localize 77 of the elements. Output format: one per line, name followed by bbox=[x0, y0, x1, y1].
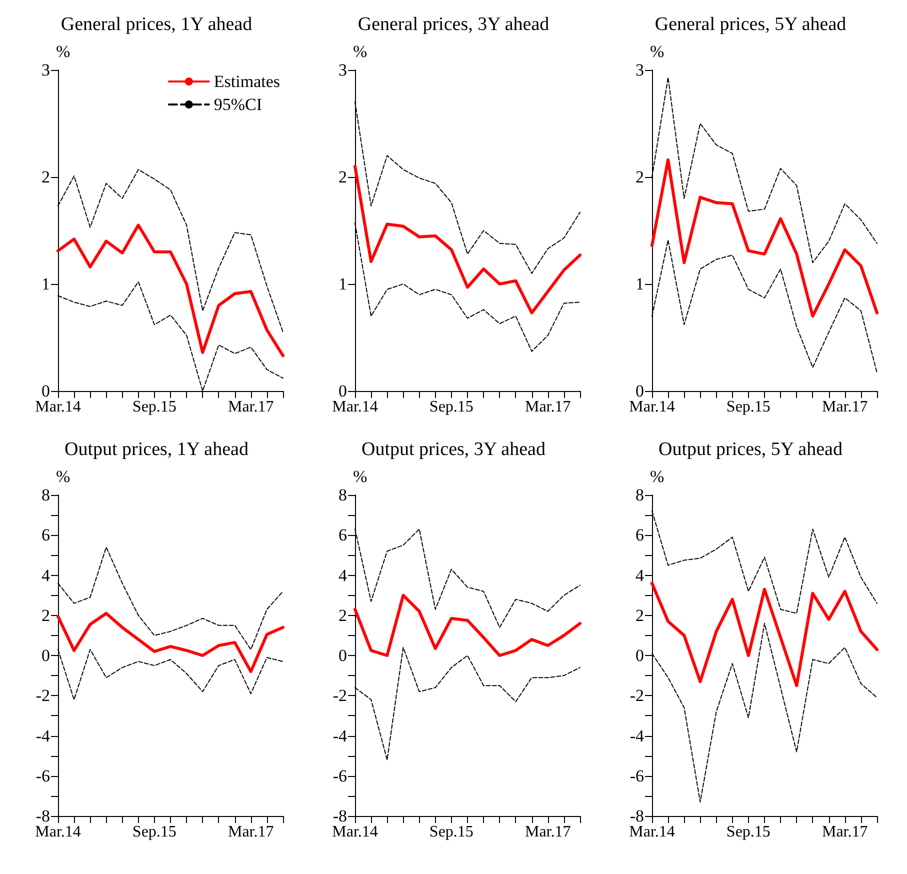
x-tick-label: Mar.17 bbox=[228, 824, 274, 840]
chart-title: General prices, 5Y ahead bbox=[654, 14, 847, 35]
line-series bbox=[650, 582, 878, 688]
x-tick-label: Sep.15 bbox=[726, 824, 770, 840]
line-series bbox=[56, 224, 284, 358]
x-tick-label: Sep.15 bbox=[429, 824, 474, 840]
y-tick-label: -6 bbox=[36, 766, 50, 786]
y-tick-label: 2 bbox=[42, 168, 50, 186]
x-tick-label: Mar.14 bbox=[332, 824, 378, 840]
y-tick-label: 4 bbox=[338, 566, 348, 585]
x-tick-label: Sep.15 bbox=[726, 398, 770, 416]
y-tick-label: 6 bbox=[338, 526, 347, 545]
y-axis-title: % bbox=[650, 42, 664, 61]
y-tick-label: 1 bbox=[636, 274, 644, 294]
y-tick-label: 3 bbox=[338, 60, 347, 80]
line-series bbox=[650, 158, 878, 318]
y-tick-label: 1 bbox=[338, 274, 347, 294]
x-tick-label: Mar.17 bbox=[822, 824, 868, 840]
x-tick-label: Mar.14 bbox=[332, 398, 378, 416]
y-axis-title: % bbox=[650, 467, 664, 486]
line-series bbox=[354, 594, 582, 657]
y-tick-label: -4 bbox=[332, 726, 348, 746]
y-tick-label: 4 bbox=[636, 566, 644, 585]
y-tick-label: 6 bbox=[42, 526, 50, 545]
y-tick-label: -2 bbox=[36, 686, 50, 706]
x-tick-label: Mar.17 bbox=[822, 398, 868, 416]
y-tick-label: -2 bbox=[332, 686, 347, 706]
x-tick-label: Mar.14 bbox=[629, 824, 675, 840]
y-tick-label: 0 bbox=[636, 382, 644, 400]
line-series bbox=[354, 164, 582, 314]
y-tick-label: 4 bbox=[42, 566, 50, 585]
y-tick-label: 0 bbox=[636, 646, 644, 665]
legend-label: Estimates bbox=[214, 72, 280, 91]
y-axis-title: % bbox=[56, 42, 70, 61]
chart-title: Output prices, 5Y ahead bbox=[658, 439, 843, 460]
y-axis-title: % bbox=[353, 467, 368, 486]
y-tick-label: 3 bbox=[636, 60, 644, 80]
y-tick-label: -6 bbox=[332, 766, 347, 786]
y-axis-title: % bbox=[353, 42, 368, 61]
y-tick-label: 3 bbox=[42, 60, 50, 80]
y-tick-label: 1 bbox=[42, 274, 50, 294]
y-tick-label: -4 bbox=[36, 726, 50, 746]
line-series bbox=[56, 612, 284, 674]
y-tick-label: 0 bbox=[338, 382, 347, 400]
x-tick-label: Mar.17 bbox=[524, 824, 571, 840]
y-tick-label: 2 bbox=[42, 606, 50, 625]
chart-title: Output prices, 3Y ahead bbox=[362, 439, 546, 460]
x-tick-label: Sep.15 bbox=[429, 398, 474, 416]
y-tick-label: 0 bbox=[338, 646, 347, 665]
x-tick-label: Mar.17 bbox=[524, 398, 571, 416]
x-tick-label: Mar.14 bbox=[629, 398, 675, 416]
x-tick-label: Sep.15 bbox=[132, 398, 176, 416]
y-tick-label: 2 bbox=[636, 168, 644, 186]
legend-label: 95%CI bbox=[214, 95, 262, 114]
y-tick-label: -6 bbox=[630, 766, 644, 786]
y-tick-label: 2 bbox=[636, 606, 644, 625]
y-axis-title: % bbox=[56, 467, 70, 486]
x-tick-label: Mar.14 bbox=[35, 824, 81, 840]
y-tick-label: -8 bbox=[332, 806, 347, 826]
y-tick-label: -4 bbox=[630, 726, 644, 746]
x-tick-label: Mar.17 bbox=[228, 398, 274, 416]
y-tick-label: -8 bbox=[36, 806, 50, 826]
y-tick-label: 0 bbox=[42, 382, 50, 400]
y-tick-label: 0 bbox=[42, 646, 50, 665]
y-tick-label: 6 bbox=[636, 526, 644, 545]
chart-title: General prices, 3Y ahead bbox=[358, 14, 550, 35]
y-tick-label: 8 bbox=[636, 486, 644, 504]
x-tick-label: Mar.14 bbox=[35, 398, 81, 416]
y-tick-label: 8 bbox=[42, 486, 50, 504]
y-tick-label: 2 bbox=[338, 606, 347, 625]
y-tick-label: 2 bbox=[338, 168, 347, 186]
chart-title: Output prices, 1Y ahead bbox=[64, 439, 249, 460]
chart-title: General prices, 1Y ahead bbox=[60, 14, 253, 35]
y-tick-label: -2 bbox=[630, 686, 644, 706]
y-tick-label: 8 bbox=[338, 486, 347, 504]
y-tick-label: -8 bbox=[630, 806, 644, 826]
x-tick-label: Sep.15 bbox=[132, 824, 176, 840]
